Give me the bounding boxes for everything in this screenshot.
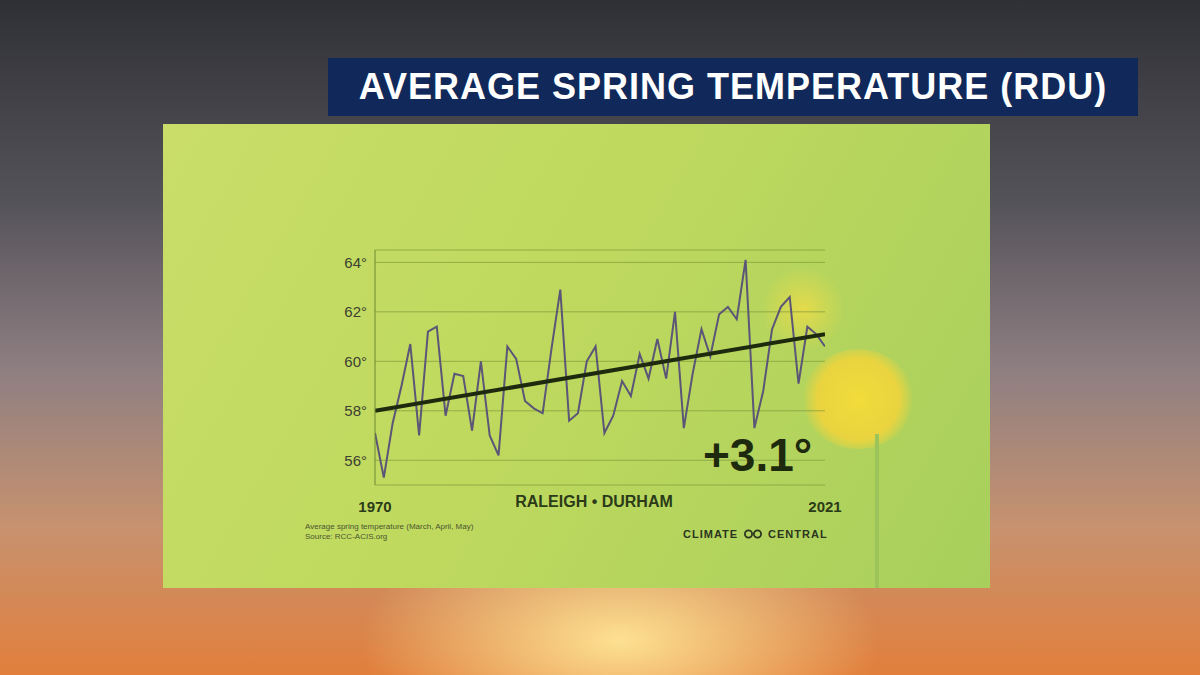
- html-text:CLIMATE: CLIMATE: [683, 528, 739, 540]
- html-text:Average spring temperature (Ma: Average spring temperature (March, April…: [305, 522, 474, 531]
- html-text:Source: RCC-ACIS.org: Source: RCC-ACIS.org: [305, 532, 388, 541]
- html-text:+3.1°: +3.1°: [703, 429, 813, 481]
- svg-text:64°: 64°: [344, 254, 367, 271]
- svg-text:58°: 58°: [344, 402, 367, 419]
- svg-text:1970: 1970: [358, 498, 391, 515]
- html-text:AVERAGE SPRING TEMPERATURE (RD: AVERAGE SPRING TEMPERATURE (RDU): [358, 66, 1108, 107]
- svg-text:62°: 62°: [344, 303, 367, 320]
- svg-text:2021: 2021: [808, 498, 841, 515]
- svg-text:56°: 56°: [344, 452, 367, 469]
- html-text:RALEIGH • DURHAM: RALEIGH • DURHAM: [515, 493, 673, 510]
- svg-text:60°: 60°: [344, 353, 367, 370]
- html-text:CENTRAL: CENTRAL: [768, 528, 828, 540]
